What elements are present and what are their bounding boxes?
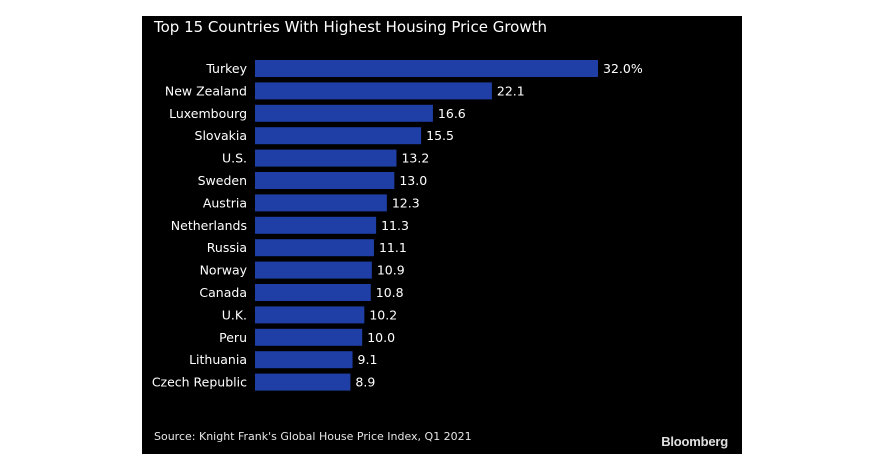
value-label: 15.5 (426, 128, 454, 143)
bar-chart: Turkey 32.0% New Zealand 22.1 Luxembourg 16.6… (152, 60, 643, 391)
chart-title: Top 15 Countries With Highest Housing Pr… (154, 18, 548, 36)
value-label: 13.0 (399, 173, 427, 188)
category-label: U.S. (222, 151, 247, 166)
category-label: Canada (199, 285, 247, 300)
value-label: 9.1 (358, 352, 378, 367)
bloomberg-logo: Bloomberg (661, 434, 728, 449)
category-label: Luxembourg (169, 106, 247, 121)
category-label: Turkey (205, 61, 247, 76)
category-label: Peru (219, 330, 247, 345)
bar (255, 149, 397, 167)
bar (255, 306, 365, 324)
category-label: Czech Republic (152, 375, 247, 390)
bar (255, 239, 374, 257)
category-label: Sweden (198, 173, 247, 188)
bar (255, 60, 598, 77)
bar (255, 284, 371, 301)
value-label: 11.3 (381, 218, 409, 233)
bar (255, 172, 395, 189)
value-label: 10.8 (376, 285, 404, 300)
value-label: 16.6 (438, 106, 466, 121)
value-label: 13.2 (401, 151, 429, 166)
bar (255, 82, 492, 100)
value-label: 10.9 (377, 263, 405, 278)
value-label: 10.2 (369, 307, 397, 322)
chart-panel: Top 15 Countries With Highest Housing Pr… (142, 16, 742, 454)
value-label: 12.3 (392, 195, 420, 210)
bar (255, 194, 387, 212)
category-label: Netherlands (171, 218, 247, 233)
bar (255, 351, 353, 369)
value-label: 32.0% (603, 61, 643, 76)
source-note: Source: Knight Frank's Global House Pric… (154, 430, 472, 443)
value-label: 11.1 (379, 240, 407, 255)
value-label: 10.0 (367, 330, 395, 345)
bar (255, 216, 377, 234)
category-label: Austria (203, 195, 247, 210)
bar (255, 373, 351, 391)
bar (255, 104, 433, 122)
category-label: Russia (207, 240, 247, 255)
category-label: Slovakia (195, 128, 247, 143)
bar (255, 127, 422, 145)
bar (255, 328, 363, 346)
value-label: 8.9 (355, 375, 375, 390)
category-label: Lithuania (189, 352, 247, 367)
value-label: 22.1 (497, 83, 525, 98)
bar (255, 261, 372, 279)
category-label: Norway (200, 263, 248, 278)
category-label: New Zealand (165, 83, 247, 98)
category-label: U.K. (222, 307, 247, 322)
